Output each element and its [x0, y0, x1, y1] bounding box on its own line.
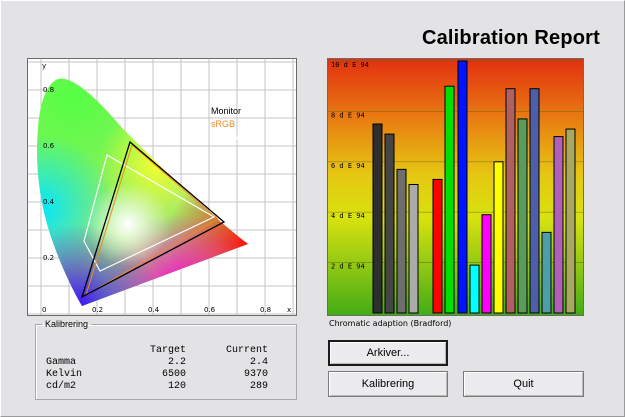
current-value: 289: [249, 381, 268, 392]
x-tick-0: 0: [42, 306, 46, 314]
bar-y-tick-label: 10 d E 94: [331, 61, 369, 69]
column-header-label: [46, 345, 116, 357]
page-title: Calibration Report: [421, 27, 600, 49]
row-label: cd/m2: [46, 381, 77, 392]
delta-e-bar: [505, 88, 516, 314]
isocoated-gamut: [83, 154, 216, 272]
cie-legend: Monitor sRGB ISOcoated: [211, 106, 254, 142]
current-value: 9370: [243, 369, 268, 380]
row-label: Gamma: [46, 357, 77, 368]
y-axis-label: y: [42, 62, 46, 70]
delta-e-bar-chart: 10 d E 94 8 d E 94 6 d E 94 4 d E 94 2 d E 9…: [327, 58, 584, 316]
target-value: 6500: [161, 369, 186, 380]
legend-srgb: sRGB: [211, 119, 235, 129]
kalibrering-legend: Kalibrering: [45, 319, 89, 329]
table-row: Kelvin 6500 9370: [46, 369, 268, 381]
y-tick-0.6: 0.6: [43, 142, 55, 150]
bar-chart-background: [328, 59, 583, 315]
delta-e-bar: [481, 214, 492, 314]
table-header-row: Target Current: [46, 345, 268, 357]
target-value: 120: [167, 381, 186, 392]
delta-e-bar: [517, 118, 528, 314]
delta-e-bar: [469, 264, 480, 314]
delta-e-bar: [396, 168, 407, 314]
current-value: 2.4: [249, 357, 268, 368]
cie-chromaticity-diagram: y x 0.8 0.6 0.4 0.2 0 0.2 0.4 0.6 0.8 Mo…: [27, 58, 297, 316]
delta-e-bar: [541, 231, 552, 314]
target-value: 2.2: [167, 357, 186, 368]
bar-y-tick-label: 4 d E 94: [331, 212, 365, 220]
table-row: cd/m2 120 289: [46, 381, 268, 393]
x-tick-0.4: 0.4: [148, 306, 160, 314]
chart-caption: Chromatic adaption (Bradford): [329, 319, 452, 328]
x-tick-0.8: 0.8: [260, 306, 271, 314]
delta-e-bar: [565, 128, 576, 314]
x-tick-0.6: 0.6: [204, 306, 216, 314]
row-label: Kelvin: [46, 369, 83, 380]
y-tick-0.4: 0.4: [43, 198, 55, 206]
kalibrering-group: Kalibrering Target Current Gamma 2.2 2.4…: [35, 319, 297, 400]
x-tick-0.2: 0.2: [92, 306, 103, 314]
delta-e-bar: [493, 161, 504, 314]
monitor-gamut: [80, 140, 226, 299]
y-tick-0.8: 0.8: [43, 86, 54, 94]
bar-y-tick-label: 2 d E 94: [331, 263, 365, 271]
delta-e-bar: [432, 178, 443, 314]
delta-e-bar: [553, 136, 564, 314]
legend-monitor: Monitor: [211, 106, 241, 116]
srgb-gamut: [85, 144, 219, 297]
delta-e-bar: [408, 183, 419, 314]
legend-isocoated: ISOcoated: [211, 132, 254, 142]
archive-button[interactable]: Arkiver...: [328, 340, 448, 366]
delta-e-bar: [529, 88, 540, 314]
column-header-current: Current: [225, 345, 268, 356]
y-tick-0.2: 0.2: [43, 254, 54, 262]
delta-e-bar: [384, 133, 395, 314]
x-axis-label: x: [287, 306, 291, 314]
bar-y-tick-label: 6 d E 94: [331, 162, 365, 170]
calibrate-button[interactable]: Kalibrering: [328, 371, 448, 397]
delta-e-bar: [372, 123, 383, 314]
delta-e-bar: [457, 60, 468, 314]
column-header-target: Target: [149, 345, 186, 356]
bar-y-tick-label: 8 d E 94: [331, 111, 365, 119]
calibration-table: Target Current Gamma 2.2 2.4 Kelvin 6500…: [46, 345, 268, 393]
delta-e-bar: [444, 85, 455, 314]
quit-button[interactable]: Quit: [463, 371, 584, 397]
table-row: Gamma 2.2 2.4: [46, 357, 268, 369]
